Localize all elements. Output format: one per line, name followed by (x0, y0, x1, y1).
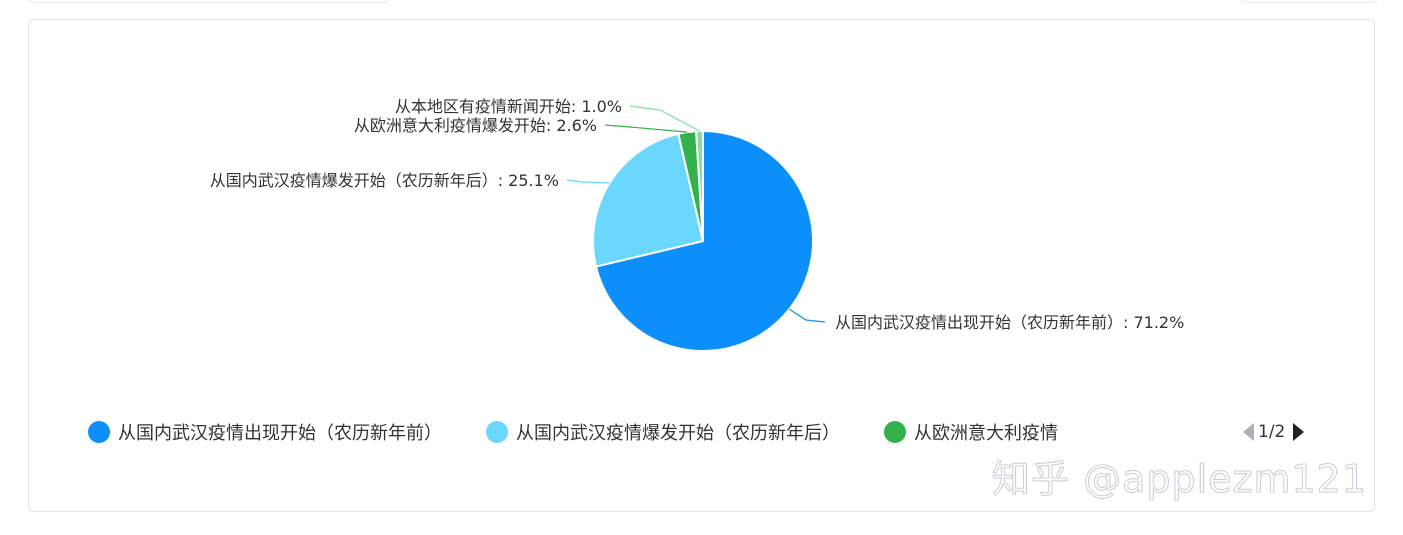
slice-label-0: 从国内武汉疫情出现开始（农历新年前）: 71.2% (835, 313, 1184, 332)
legend-page-indicator: 1/2 (1258, 422, 1286, 442)
legend: 从国内武汉疫情出现开始（农历新年前） 从国内武汉疫情爆发开始（农历新年后） 从欧… (88, 418, 1084, 446)
legend-pager: 1/2 (1243, 420, 1305, 444)
pie-slice-0[interactable] (594, 129, 814, 352)
label-line-1 (566, 179, 610, 184)
legend-dot-2 (884, 421, 906, 443)
label-line-2 (604, 124, 688, 133)
legend-label-0: 从国内武汉疫情出现开始（农历新年前） (118, 423, 442, 444)
legend-item-0[interactable]: 从国内武汉疫情出现开始（农历新年前） (88, 419, 442, 445)
watermark: 知乎 @applezm121 (991, 457, 1368, 502)
label-line-0 (789, 308, 826, 323)
legend-label-2: 从欧洲意大利疫情 (914, 423, 1058, 444)
legend-next-icon[interactable] (1293, 423, 1305, 441)
slice-label-2: 从欧洲意大利疫情爆发开始: 2.6% (354, 116, 597, 135)
pie-slice-1[interactable] (592, 132, 705, 268)
legend-prev-icon[interactable] (1243, 423, 1254, 441)
slice-label-1: 从国内武汉疫情爆发开始（农历新年后）: 25.1% (210, 171, 559, 190)
legend-dot-1 (486, 421, 508, 443)
label-line-3 (629, 105, 700, 132)
legend-item-2[interactable]: 从欧洲意大利疫情 (884, 419, 1084, 445)
legend-label-1: 从国内武汉疫情爆发开始（农历新年后） (516, 423, 840, 444)
legend-item-1[interactable]: 从国内武汉疫情爆发开始（农历新年后） (486, 419, 840, 445)
slice-label-3: 从本地区有疫情新闻开始: 1.0% (395, 97, 622, 116)
legend-dot-0 (88, 421, 110, 443)
